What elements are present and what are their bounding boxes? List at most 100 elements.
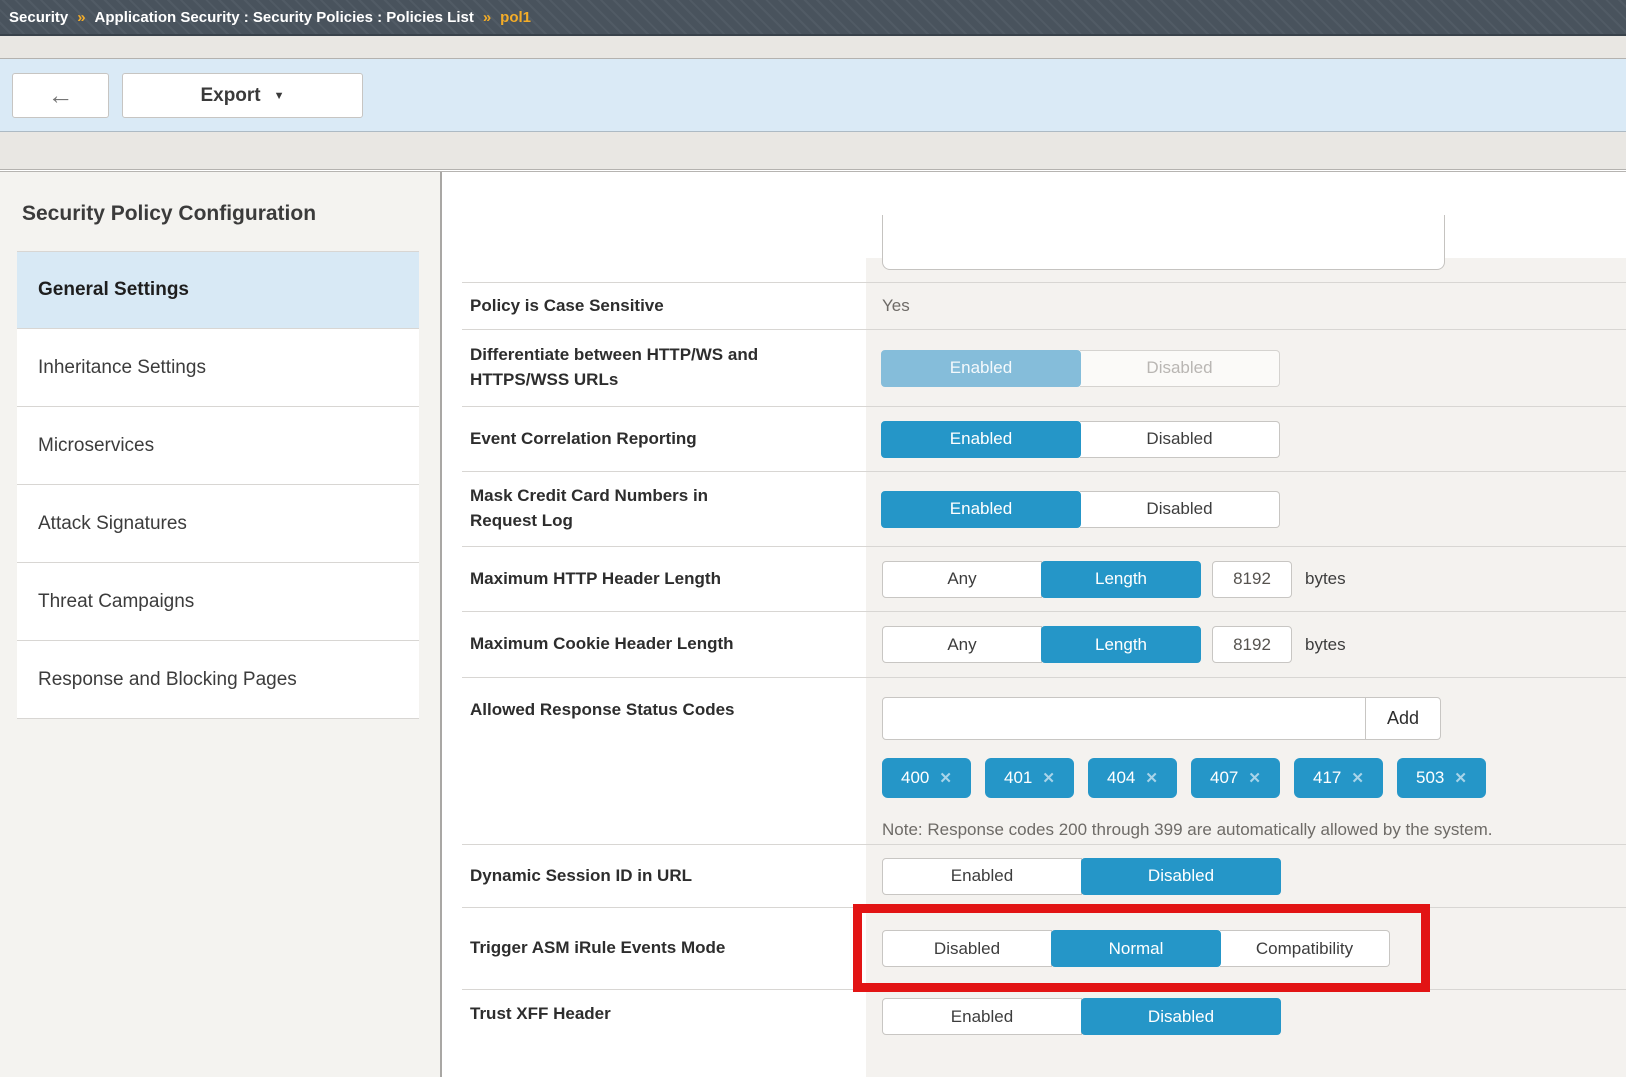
- settings-row-dynamic-session-id: Dynamic Session ID in URL Enabled Disabl…: [462, 845, 1626, 908]
- breadcrumb-separator-icon: »: [483, 9, 491, 26]
- setting-label: Trigger ASM iRule Events Mode: [470, 936, 765, 961]
- toggle-option-length[interactable]: Length: [1041, 561, 1201, 598]
- remove-code-icon[interactable]: ✕: [1042, 769, 1055, 787]
- sidebar-item-label: General Settings: [38, 279, 189, 301]
- partially-visible-input[interactable]: [882, 215, 1445, 270]
- setting-label: Differentiate between HTTP/WS and HTTPS/…: [470, 343, 765, 392]
- max-cookie-header-length-input[interactable]: [1212, 626, 1292, 663]
- trust-xff-toggle: Enabled Disabled: [882, 998, 1280, 1035]
- breadcrumb-root[interactable]: Security: [9, 9, 68, 26]
- add-button-label: Add: [1387, 708, 1419, 729]
- spacer-strip: [0, 132, 1626, 170]
- settings-row-mask-ccn: Mask Credit Card Numbers in Request Log …: [462, 472, 1626, 547]
- remove-code-icon[interactable]: ✕: [1145, 769, 1158, 787]
- sidebar-item-inheritance-settings[interactable]: Inheritance Settings: [17, 329, 419, 407]
- status-code-chip: 407 ✕: [1191, 758, 1280, 798]
- settings-row-max-http-header: Maximum HTTP Header Length Any Length by…: [462, 547, 1626, 612]
- setting-label: Event Correlation Reporting: [470, 427, 765, 452]
- remove-code-icon[interactable]: ✕: [1351, 769, 1364, 787]
- status-codes-note: Note: Response codes 200 through 399 are…: [882, 820, 1626, 840]
- toggle-option-compatibility[interactable]: Compatibility: [1220, 930, 1390, 967]
- spacer-strip: [0, 36, 1626, 59]
- status-code-chip: 417 ✕: [1294, 758, 1383, 798]
- sidebar-item-label: Microservices: [38, 435, 154, 457]
- setting-label: Mask Credit Card Numbers in Request Log: [470, 484, 765, 533]
- sidebar-item-threat-campaigns[interactable]: Threat Campaigns: [17, 563, 419, 641]
- export-button-label: Export: [200, 85, 260, 107]
- bytes-unit-label: bytes: [1305, 569, 1346, 589]
- settings-row-allowed-status-codes: Allowed Response Status Codes Add 400: [462, 678, 1626, 845]
- setting-label: Trust XFF Header: [470, 1002, 765, 1027]
- settings-panel: Policy is Case Sensitive Yes Differentia…: [442, 172, 1626, 1077]
- chip-value: 407: [1210, 768, 1238, 788]
- toggle-option-normal[interactable]: Normal: [1051, 930, 1221, 967]
- status-code-chip: 404 ✕: [1088, 758, 1177, 798]
- toggle-option-enabled[interactable]: Enabled: [881, 421, 1081, 458]
- status-code-chip: 401 ✕: [985, 758, 1074, 798]
- setting-label: Dynamic Session ID in URL: [470, 864, 765, 889]
- case-sensitive-value: Yes: [882, 296, 910, 316]
- settings-row-differentiate-urls: Differentiate between HTTP/WS and HTTPS/…: [462, 330, 1626, 407]
- settings-row-event-correlation: Event Correlation Reporting Enabled Disa…: [462, 407, 1626, 472]
- settings-row-max-cookie-header: Maximum Cookie Header Length Any Length …: [462, 612, 1626, 678]
- breadcrumb: Security » Application Security : Securi…: [0, 0, 1626, 36]
- toggle-option-disabled[interactable]: Disabled: [1081, 858, 1281, 895]
- chip-value: 404: [1107, 768, 1135, 788]
- chip-value: 401: [1004, 768, 1032, 788]
- chip-value: 417: [1313, 768, 1341, 788]
- export-button[interactable]: Export ▼: [122, 73, 363, 118]
- breadcrumb-path[interactable]: Application Security : Security Policies…: [95, 9, 474, 26]
- bytes-unit-label: bytes: [1305, 635, 1346, 655]
- toggle-option-any[interactable]: Any: [882, 626, 1042, 663]
- settings-row-partial: [462, 172, 1626, 283]
- breadcrumb-current-policy: pol1: [500, 9, 531, 26]
- sidebar-item-label: Inheritance Settings: [38, 357, 206, 379]
- settings-row-case-sensitive: Policy is Case Sensitive Yes: [462, 283, 1626, 330]
- settings-row-trigger-irule-events: Trigger ASM iRule Events Mode Disabled N…: [462, 908, 1626, 990]
- sidebar-item-attack-signatures[interactable]: Attack Signatures: [17, 485, 419, 563]
- remove-code-icon[interactable]: ✕: [939, 769, 952, 787]
- sidebar: Security Policy Configuration General Se…: [0, 172, 442, 1077]
- back-arrow-icon: ←: [48, 80, 74, 111]
- trigger-irule-toggle: Disabled Normal Compatibility: [882, 930, 1390, 967]
- sidebar-nav: General Settings Inheritance Settings Mi…: [17, 251, 419, 719]
- status-code-chip: 503 ✕: [1397, 758, 1486, 798]
- toggle-option-disabled[interactable]: Disabled: [882, 930, 1052, 967]
- add-status-code-button[interactable]: Add: [1365, 697, 1441, 740]
- max-cookie-header-toggle: Any Length: [882, 626, 1200, 663]
- settings-row-trust-xff: Trust XFF Header Enabled Disabled: [462, 990, 1626, 1077]
- sidebar-item-label: Response and Blocking Pages: [38, 669, 297, 691]
- status-code-chip: 400 ✕: [882, 758, 971, 798]
- sidebar-item-response-blocking-pages[interactable]: Response and Blocking Pages: [17, 641, 419, 719]
- setting-label: Allowed Response Status Codes: [470, 698, 765, 723]
- setting-label: Maximum HTTP Header Length: [470, 567, 765, 592]
- chip-value: 400: [901, 768, 929, 788]
- toggle-option-enabled[interactable]: Enabled: [882, 998, 1082, 1035]
- sidebar-item-label: Attack Signatures: [38, 513, 187, 535]
- remove-code-icon[interactable]: ✕: [1454, 769, 1467, 787]
- toggle-option-disabled[interactable]: Disabled: [1081, 998, 1281, 1035]
- dynamic-session-toggle: Enabled Disabled: [882, 858, 1280, 895]
- toggle-option-enabled[interactable]: Enabled: [882, 858, 1082, 895]
- toggle-option-disabled[interactable]: Disabled: [1080, 350, 1280, 387]
- breadcrumb-separator-icon: »: [77, 9, 85, 26]
- toggle-option-enabled[interactable]: Enabled: [881, 350, 1081, 387]
- mask-ccn-toggle: Enabled Disabled: [882, 491, 1280, 528]
- toggle-option-disabled[interactable]: Disabled: [1080, 491, 1280, 528]
- toggle-option-length[interactable]: Length: [1041, 626, 1201, 663]
- status-code-input[interactable]: [882, 697, 1366, 740]
- back-button[interactable]: ←: [12, 73, 109, 118]
- sidebar-item-general-settings[interactable]: General Settings: [17, 251, 419, 329]
- toggle-option-enabled[interactable]: Enabled: [881, 491, 1081, 528]
- max-http-header-length-input[interactable]: [1212, 561, 1292, 598]
- differentiate-urls-toggle: Enabled Disabled: [882, 350, 1280, 387]
- event-correlation-toggle: Enabled Disabled: [882, 421, 1280, 458]
- toggle-option-disabled[interactable]: Disabled: [1080, 421, 1280, 458]
- sidebar-item-microservices[interactable]: Microservices: [17, 407, 419, 485]
- setting-label: Policy is Case Sensitive: [470, 294, 765, 319]
- sidebar-item-label: Threat Campaigns: [38, 591, 194, 613]
- toggle-option-any[interactable]: Any: [882, 561, 1042, 598]
- chip-value: 503: [1416, 768, 1444, 788]
- remove-code-icon[interactable]: ✕: [1248, 769, 1261, 787]
- status-code-chips: 400 ✕ 401 ✕ 404 ✕: [882, 758, 1626, 798]
